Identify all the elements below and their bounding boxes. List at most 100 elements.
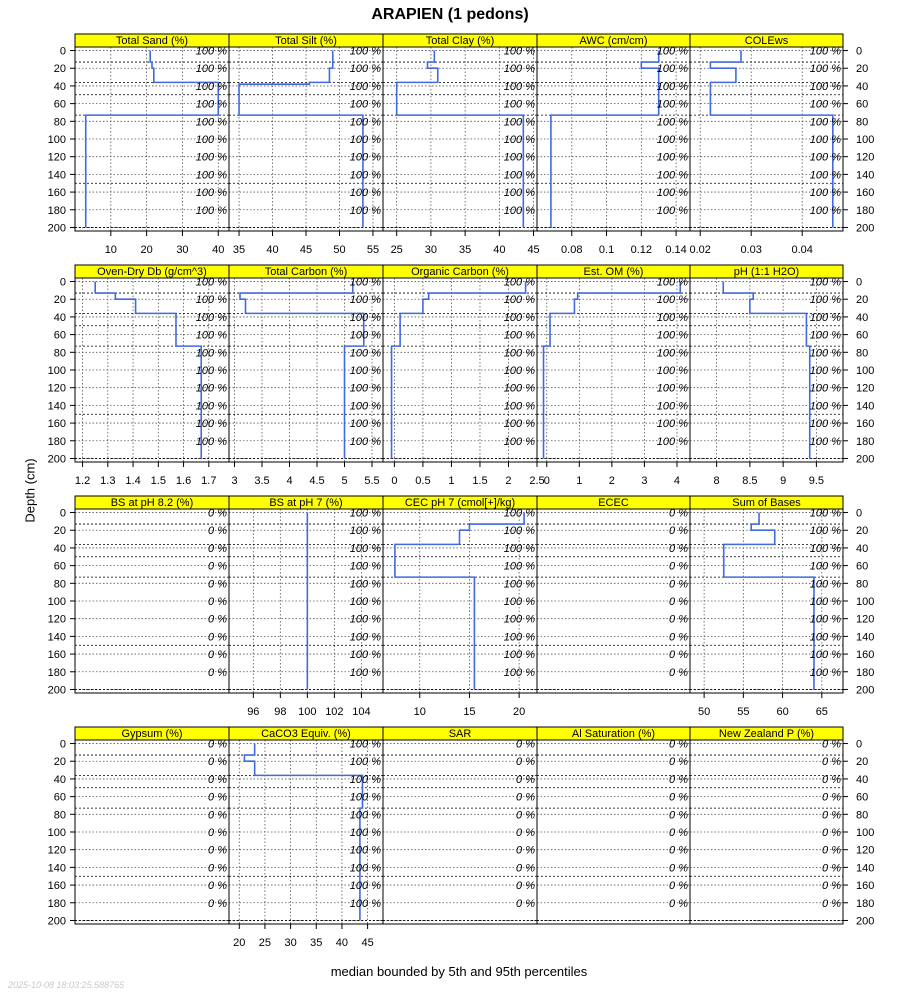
- panel-title: AWC (cm/cm): [579, 35, 647, 47]
- x-tick-label: 5.5: [364, 475, 379, 487]
- x-tick-label: 0.1: [599, 244, 614, 256]
- x-tick-label: 25: [259, 937, 271, 949]
- x-tick-label: 10: [414, 706, 426, 718]
- y-tick-label-right: 40: [856, 312, 868, 324]
- y-tick-label: 160: [48, 880, 66, 892]
- pedon-percent-label: 100 %: [810, 312, 841, 324]
- panel: BS at pH 7 (%) 100 % 100 % 100 % 100 % 100 % 1…: [228, 495, 384, 718]
- x-tick-label: 8.5: [742, 475, 757, 487]
- pedon-percent-label: 100 %: [810, 330, 841, 342]
- pedon-percent-label: 0 %: [516, 774, 535, 786]
- panel: Gypsum (%) 0 % 0 % 0 % 0 % 0 % 0 % 0 % 0 % 0 % 0 %: [74, 726, 230, 925]
- y-tick-label: 180: [48, 205, 66, 217]
- pedon-percent-label: 100 %: [810, 508, 841, 520]
- pedon-percent-label: 100 %: [504, 578, 535, 590]
- panel: BS at pH 8.2 (%) 0 % 0 % 0 % 0 % 0 % 0 % 0 % 0 %…: [74, 495, 230, 694]
- pedon-percent-label: 0 %: [516, 756, 535, 768]
- y-tick-label: 100: [48, 827, 66, 839]
- pedon-percent-label: 100 %: [196, 134, 227, 146]
- pedon-percent-label: 100 %: [350, 614, 381, 626]
- pedon-percent-label: 100 %: [810, 418, 841, 430]
- y-tick-label: 0: [60, 46, 66, 58]
- x-tick-label: 40: [336, 937, 348, 949]
- pedon-percent-label: 100 %: [504, 347, 535, 359]
- pedon-percent-label: 0 %: [208, 739, 227, 751]
- pedon-percent-label: 100 %: [196, 63, 227, 75]
- y-tick-label: 60: [54, 99, 66, 111]
- pedon-percent-label: 0 %: [516, 792, 535, 804]
- y-tick-label: 180: [48, 436, 66, 448]
- pedon-percent-label: 100 %: [810, 169, 841, 181]
- y-tick-label: 60: [54, 561, 66, 573]
- pedon-percent-label: 0 %: [208, 774, 227, 786]
- y-tick-label-right: 0: [856, 277, 862, 289]
- y-tick-label: 160: [48, 418, 66, 430]
- pedon-percent-label: 0 %: [669, 792, 688, 804]
- y-tick-label-right: 160: [856, 649, 874, 661]
- pedon-percent-label: 100 %: [350, 561, 381, 573]
- panel: Total Carbon (%)100 %100 %100 %100 %100 …: [228, 264, 384, 487]
- chart-title: ARAPIEN (1 pedons): [371, 6, 529, 23]
- y-tick-label-right: 0: [856, 508, 862, 520]
- pedon-percent-label: 100 %: [350, 809, 381, 821]
- pedon-percent-label: 100 %: [504, 543, 535, 555]
- panel-title: Est. OM (%): [584, 266, 644, 278]
- y-tick-label: 20: [54, 63, 66, 75]
- x-tick-label: 4: [674, 475, 680, 487]
- pedon-percent-label: 100 %: [810, 436, 841, 448]
- x-tick-label: 1.7: [201, 475, 216, 487]
- y-tick-label-right: 120: [856, 845, 874, 857]
- pedon-percent-label: 100 %: [657, 99, 688, 111]
- x-tick-label: 0.08: [561, 244, 582, 256]
- pedon-percent-label: 100 %: [504, 400, 535, 412]
- y-tick-label: 120: [48, 845, 66, 857]
- y-tick-label-right: 80: [856, 347, 868, 359]
- median-profile-line: [395, 50, 525, 228]
- pedon-percent-label: 100 %: [504, 596, 535, 608]
- pedon-percent-label: 100 %: [504, 667, 535, 679]
- x-tick-label: 0: [391, 475, 397, 487]
- panel-title: Total Carbon (%): [265, 266, 348, 278]
- panel: Organic Carbon (%)100 %100 %100 %100 %10…: [382, 264, 545, 487]
- pedon-percent-label: 100 %: [504, 365, 535, 377]
- y-tick-label: 40: [54, 312, 66, 324]
- pedon-percent-label: 100 %: [810, 63, 841, 75]
- pedon-percent-label: 100 %: [810, 649, 841, 661]
- pedon-percent-label: 100 %: [657, 365, 688, 377]
- x-tick-label: 0.14: [665, 244, 686, 256]
- x-tick-label: 40: [493, 244, 505, 256]
- pedon-percent-label: 100 %: [196, 312, 227, 324]
- pedon-percent-label: 0 %: [669, 508, 688, 520]
- pedon-percent-label: 100 %: [504, 294, 535, 306]
- y-tick-label-right: 160: [856, 418, 874, 430]
- x-tick-label: 0: [544, 475, 550, 487]
- pedon-percent-label: 0 %: [822, 809, 841, 821]
- x-tick-label: 15: [463, 706, 475, 718]
- pedon-percent-label: 100 %: [350, 862, 381, 874]
- y-tick-label-right: 80: [856, 578, 868, 590]
- y-tick-label-right: 0: [856, 739, 862, 751]
- y-tick-label: 200: [48, 453, 66, 465]
- y-tick-label: 160: [48, 187, 66, 199]
- x-tick-label: 50: [333, 244, 345, 256]
- pedon-percent-label: 100 %: [350, 205, 381, 217]
- pedon-percent-label: 100 %: [350, 898, 381, 910]
- pedon-percent-label: 0 %: [208, 667, 227, 679]
- x-tick-label: 4.5: [309, 475, 324, 487]
- pedon-percent-label: 100 %: [504, 312, 535, 324]
- y-tick-label-right: 160: [856, 187, 874, 199]
- x-tick-label: 55: [737, 706, 749, 718]
- pedon-percent-label: 100 %: [196, 347, 227, 359]
- pedon-percent-label: 100 %: [350, 667, 381, 679]
- pedon-percent-label: 100 %: [350, 312, 381, 324]
- y-tick-label-right: 20: [856, 756, 868, 768]
- pedon-percent-label: 100 %: [350, 792, 381, 804]
- x-tick-label: 1.2: [75, 475, 90, 487]
- pedon-percent-label: 0 %: [822, 792, 841, 804]
- x-tick-label: 50: [698, 706, 710, 718]
- pedon-percent-label: 100 %: [810, 543, 841, 555]
- y-tick-label: 140: [48, 169, 66, 181]
- median-profile-line: [550, 50, 660, 228]
- pedon-percent-label: 100 %: [350, 63, 381, 75]
- pedon-percent-label: 0 %: [208, 543, 227, 555]
